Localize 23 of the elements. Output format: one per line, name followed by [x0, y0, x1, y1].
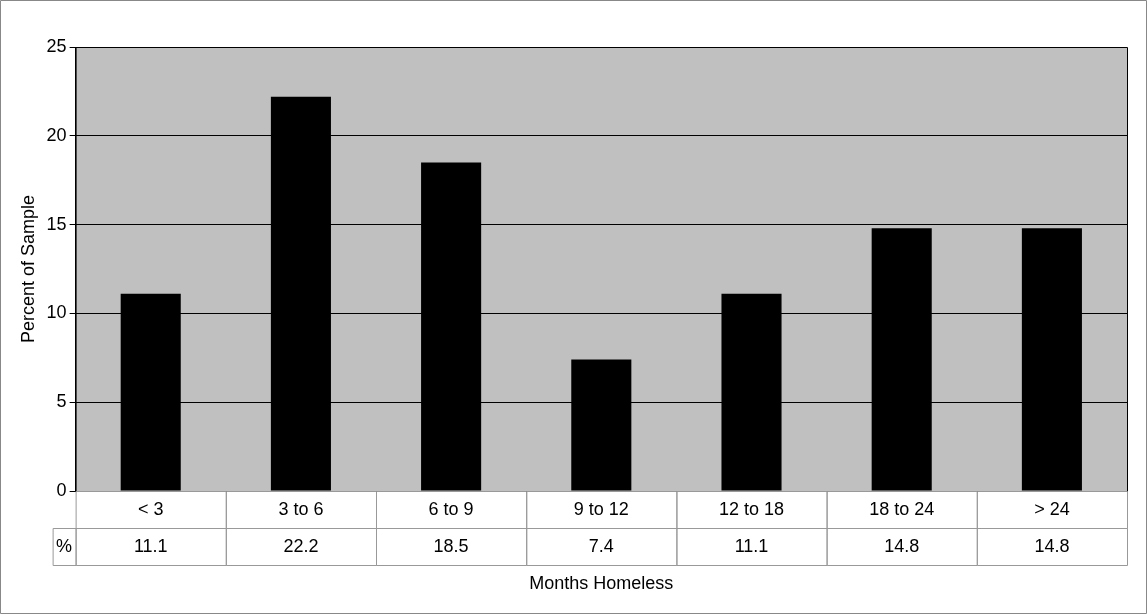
x-tick-label: > 24 [1034, 499, 1070, 520]
text: % [56, 536, 73, 557]
x-axis-title: Months Homeless [529, 572, 674, 593]
data-label: 7.4 [588, 536, 614, 557]
data-label: 18.5 [433, 536, 469, 557]
y-tick-label: 10 [46, 302, 67, 323]
x-tick-label: 9 to 12 [573, 499, 629, 520]
y-tick-label: 25 [46, 35, 67, 56]
x-tick-label: 3 to 6 [278, 499, 324, 520]
x-tick-label: 6 to 9 [428, 499, 474, 520]
y-tick-label: 0 [56, 479, 67, 500]
y-tick-label: 15 [46, 213, 67, 234]
data-label: 14.8 [1034, 536, 1070, 557]
data-label: 11.1 [734, 536, 769, 557]
x-tick-label: < 3 [137, 499, 164, 520]
y-axis-title: Percent of Sample [17, 194, 38, 344]
y-tick-label: 5 [56, 391, 67, 412]
data-label: 11.1 [133, 536, 168, 557]
data-label: 14.8 [884, 536, 920, 557]
x-tick-label: 12 to 18 [718, 499, 785, 520]
y-tick-label: 20 [46, 124, 67, 145]
data-label: 22.2 [283, 536, 319, 557]
x-tick-label: 18 to 24 [869, 499, 935, 520]
